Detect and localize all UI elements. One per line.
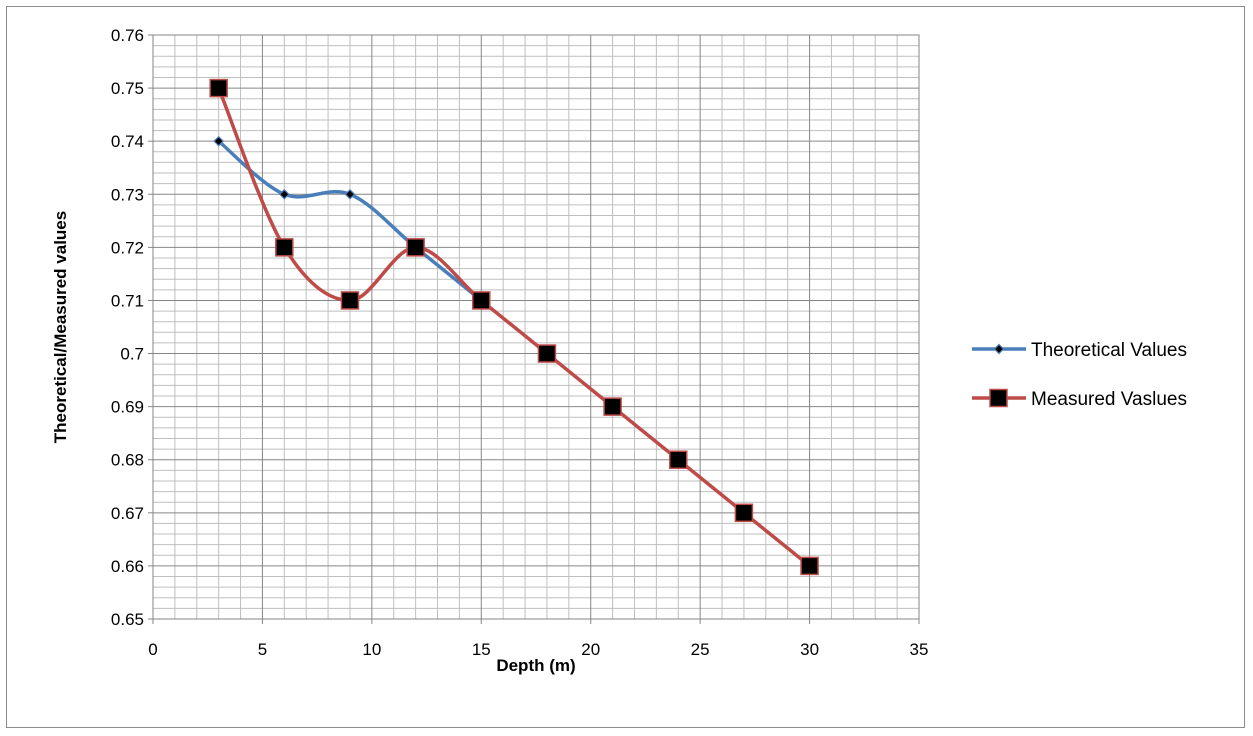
- data-point-measured: [603, 397, 622, 416]
- data-point-measured: [537, 344, 557, 363]
- y-tick-label: 0.7: [120, 345, 144, 364]
- data-point-measured: [734, 503, 754, 523]
- x-tick-label: 30: [800, 640, 819, 659]
- data-point-theoretical: [278, 188, 290, 200]
- data-point-measured: [406, 238, 425, 257]
- y-tick-label: 0.67: [111, 504, 144, 523]
- data-point-theoretical: [213, 135, 225, 147]
- x-tick-label: 0: [148, 640, 157, 659]
- y-tick-label: 0.71: [111, 291, 144, 310]
- y-tick-label: 0.76: [111, 26, 144, 45]
- x-tick-label: 10: [362, 640, 381, 659]
- series-layer: [209, 78, 819, 576]
- x-axis-ticks: 0 5 10 15 20 25 30 35: [148, 619, 928, 659]
- legend-item-measured: Measured Vaslues: [972, 388, 1187, 410]
- legend: Theoretical Values Measured Vaslues: [972, 340, 1187, 410]
- x-axis-title: Depth (m): [496, 656, 575, 675]
- y-tick-label: 0.65: [111, 610, 144, 629]
- plot-area-border: [152, 34, 920, 620]
- data-point-measured: [800, 556, 819, 576]
- x-tick-label: 5: [258, 640, 267, 659]
- x-tick-label: 15: [472, 640, 491, 659]
- x-tick-label: 35: [910, 640, 929, 659]
- data-point-measured: [472, 291, 491, 310]
- minor-gridlines: [153, 35, 919, 619]
- legend-label-theoretical: Theoretical Values: [1031, 340, 1187, 361]
- x-tick-label: 20: [581, 640, 600, 659]
- legend-marker-square-icon: [989, 388, 1008, 408]
- legend-marker-diamond-icon: [993, 343, 1005, 355]
- data-point-measured: [209, 78, 228, 98]
- data-point-measured: [669, 450, 688, 469]
- y-tick-label: 0.75: [111, 79, 144, 98]
- y-tick-label: 0.68: [111, 451, 144, 470]
- y-tick-label: 0.69: [111, 398, 144, 417]
- data-point-theoretical: [344, 188, 356, 200]
- y-tick-label: 0.72: [111, 238, 144, 257]
- x-tick-label: 25: [691, 640, 710, 659]
- y-tick-label: 0.74: [111, 132, 144, 151]
- data-point-measured: [275, 238, 294, 257]
- series-line-measured: [217, 87, 811, 568]
- legend-item-theoretical: Theoretical Values: [972, 340, 1187, 361]
- major-gridlines: [152, 34, 920, 620]
- y-tick-label: 0.73: [111, 185, 144, 204]
- legend-label-measured: Measured Vaslues: [1031, 389, 1187, 410]
- series-measured: [209, 78, 819, 576]
- y-axis-title: Theoretical/Measured values: [51, 211, 70, 443]
- y-tick-label: 0.66: [111, 557, 144, 576]
- chart-frame: [6, 6, 1245, 728]
- y-axis-ticks: 0.65 0.66 0.67 0.68 0.69 0.7 0.71 0.72 0.73 0.74 0…: [111, 26, 153, 629]
- data-point-measured: [340, 291, 360, 310]
